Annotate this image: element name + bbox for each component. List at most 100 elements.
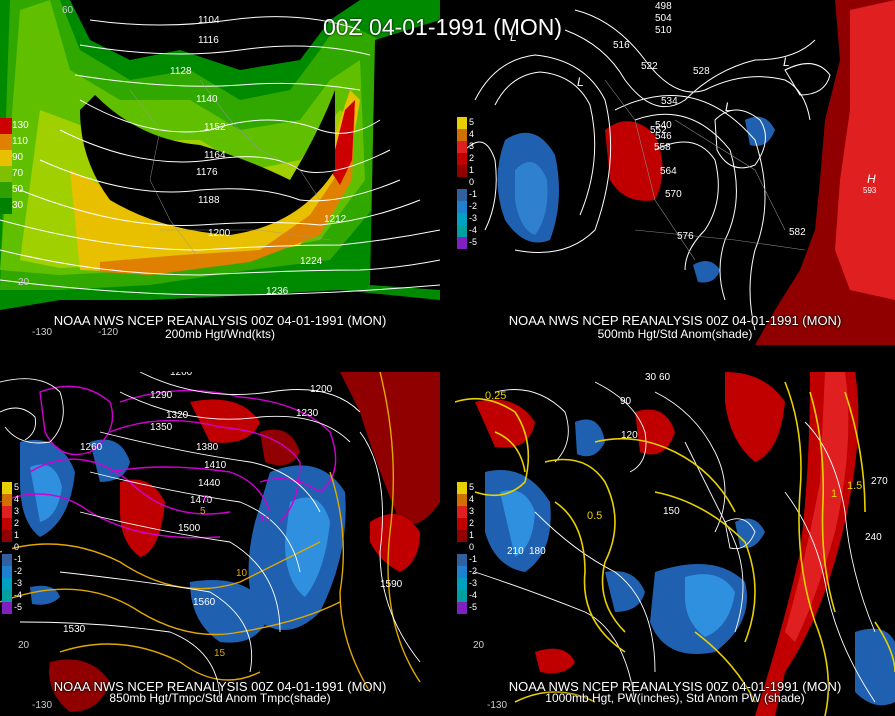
contour-label: 1260 (80, 442, 103, 453)
contour-label: 1590 (380, 579, 403, 590)
low-pressure-marker: L (577, 75, 584, 89)
contour-label: 570 (665, 189, 682, 200)
contour-label: 564 (660, 166, 677, 177)
contour-label: 522 (641, 61, 658, 72)
contour-label: 1200 (310, 384, 333, 395)
legend-value: 30 (12, 200, 24, 211)
legend-value: -2 (14, 566, 23, 576)
low-pressure-marker: L (510, 30, 517, 44)
panel-200mb-height-wind: 130 110 90 70 50 30 1104 1116 1128 1140 … (0, 0, 440, 345)
legend-200mb (0, 118, 12, 214)
legend-value: -1 (469, 189, 478, 199)
legend-value: 130 (12, 120, 29, 131)
contour-label: 60 (659, 372, 671, 383)
contour-label: 270 (871, 476, 888, 487)
low-pressure-marker: L (783, 55, 790, 69)
legend-value: 0 (14, 542, 20, 552)
legend-1000mb (457, 482, 467, 614)
legend-value: -2 (469, 566, 478, 576)
contour-label: 534 (661, 96, 678, 107)
contour-label: 1410 (204, 460, 227, 471)
contour-label: 558 (654, 142, 671, 153)
contour-label: 528 (693, 66, 710, 77)
contour-label: 1224 (300, 256, 323, 267)
contour-label: 90 (620, 396, 632, 407)
legend-value: 1 (14, 530, 20, 540)
contour-label: 1350 (150, 422, 173, 433)
legend-value: 0 (469, 542, 475, 552)
legend-value: 5 (469, 117, 475, 127)
contour-label: 1116 (198, 35, 219, 46)
map-850mb (0, 372, 440, 716)
legend-value: -5 (469, 602, 478, 612)
contour-label: 540 (655, 120, 672, 131)
legend-value: 4 (14, 494, 20, 504)
temp-label: 15 (214, 648, 226, 659)
map-500mb (455, 0, 895, 345)
contour-label: 576 (677, 231, 694, 242)
legend-value: 2 (14, 518, 20, 528)
temp-label: 10 (236, 568, 248, 579)
legend-value: -3 (469, 578, 478, 588)
contour-label: 120 (621, 430, 638, 441)
lat-label: 60 (62, 5, 74, 16)
contour-label: 510 (655, 25, 672, 36)
legend-value: 5 (14, 482, 20, 492)
lon-label: -130 (32, 327, 53, 338)
legend-850mb (2, 482, 12, 614)
contour-label: 1440 (198, 478, 221, 489)
contour-label: 1140 (196, 94, 218, 105)
contour-label: 1530 (63, 624, 86, 635)
contour-label: 1500 (178, 523, 201, 534)
lat-label: 20 (18, 640, 30, 651)
map-200mb (0, 0, 440, 345)
contour-label: 1188 (198, 195, 220, 206)
contour-label: 1212 (324, 214, 347, 225)
contour-label: 1164 (204, 150, 226, 161)
contour-label: 504 (655, 13, 672, 24)
contour-label: 1230 (296, 408, 319, 419)
contour-label: 546 (655, 131, 672, 142)
legend-value: -1 (14, 554, 23, 564)
contour-label: 1290 (150, 390, 173, 401)
temp-label: -5 (200, 494, 209, 505)
legend-value: 3 (469, 141, 475, 151)
legend-value: -4 (469, 225, 478, 235)
contour-label: 1152 (204, 122, 226, 133)
contour-label: 1128 (170, 66, 192, 77)
contour-label: 1320 (166, 410, 189, 421)
legend-value: -5 (469, 237, 478, 247)
contour-label: 240 (865, 532, 882, 543)
legend-value: -2 (469, 201, 478, 211)
contour-label: 30 (645, 372, 657, 383)
contour-label: 1560 (193, 597, 216, 608)
temp-label: 5 (200, 506, 206, 517)
legend-value: 1 (469, 530, 475, 540)
lat-label: 20 (18, 277, 30, 288)
legend-value: -4 (469, 590, 478, 600)
legend-500mb (457, 117, 467, 249)
contour-label: 593 (863, 186, 877, 195)
legend-value: 110 (12, 136, 28, 147)
contour-label: 210 (507, 546, 524, 557)
legend-value: -3 (14, 578, 23, 588)
page-title: 00Z 04-01-1991 (MON) (323, 14, 563, 40)
lon-label: -120 (98, 327, 119, 338)
contour-label: 1380 (196, 442, 219, 453)
contour-label: 1176 (196, 167, 218, 178)
legend-value: 2 (469, 153, 475, 163)
temp-label: -10 (256, 514, 271, 525)
panel-850mb-height-temp: 5 4 3 2 1 0 -1 -2 -3 -4 -5 1200 1290 132… (0, 372, 440, 716)
legend-value: 0 (469, 177, 475, 187)
legend-value: 3 (469, 506, 475, 516)
lon-label: -130 (487, 700, 508, 711)
contour-label: 498 (655, 1, 672, 12)
pw-label: 1 (831, 488, 838, 500)
legend-value: 2 (469, 518, 475, 528)
legend-value: 4 (469, 494, 475, 504)
contour-label: 1200 (170, 372, 193, 378)
contour-label: 1236 (266, 286, 289, 297)
legend-value: 1 (469, 165, 475, 175)
contour-label: 1200 (208, 228, 231, 239)
legend-value: 3 (14, 506, 20, 516)
